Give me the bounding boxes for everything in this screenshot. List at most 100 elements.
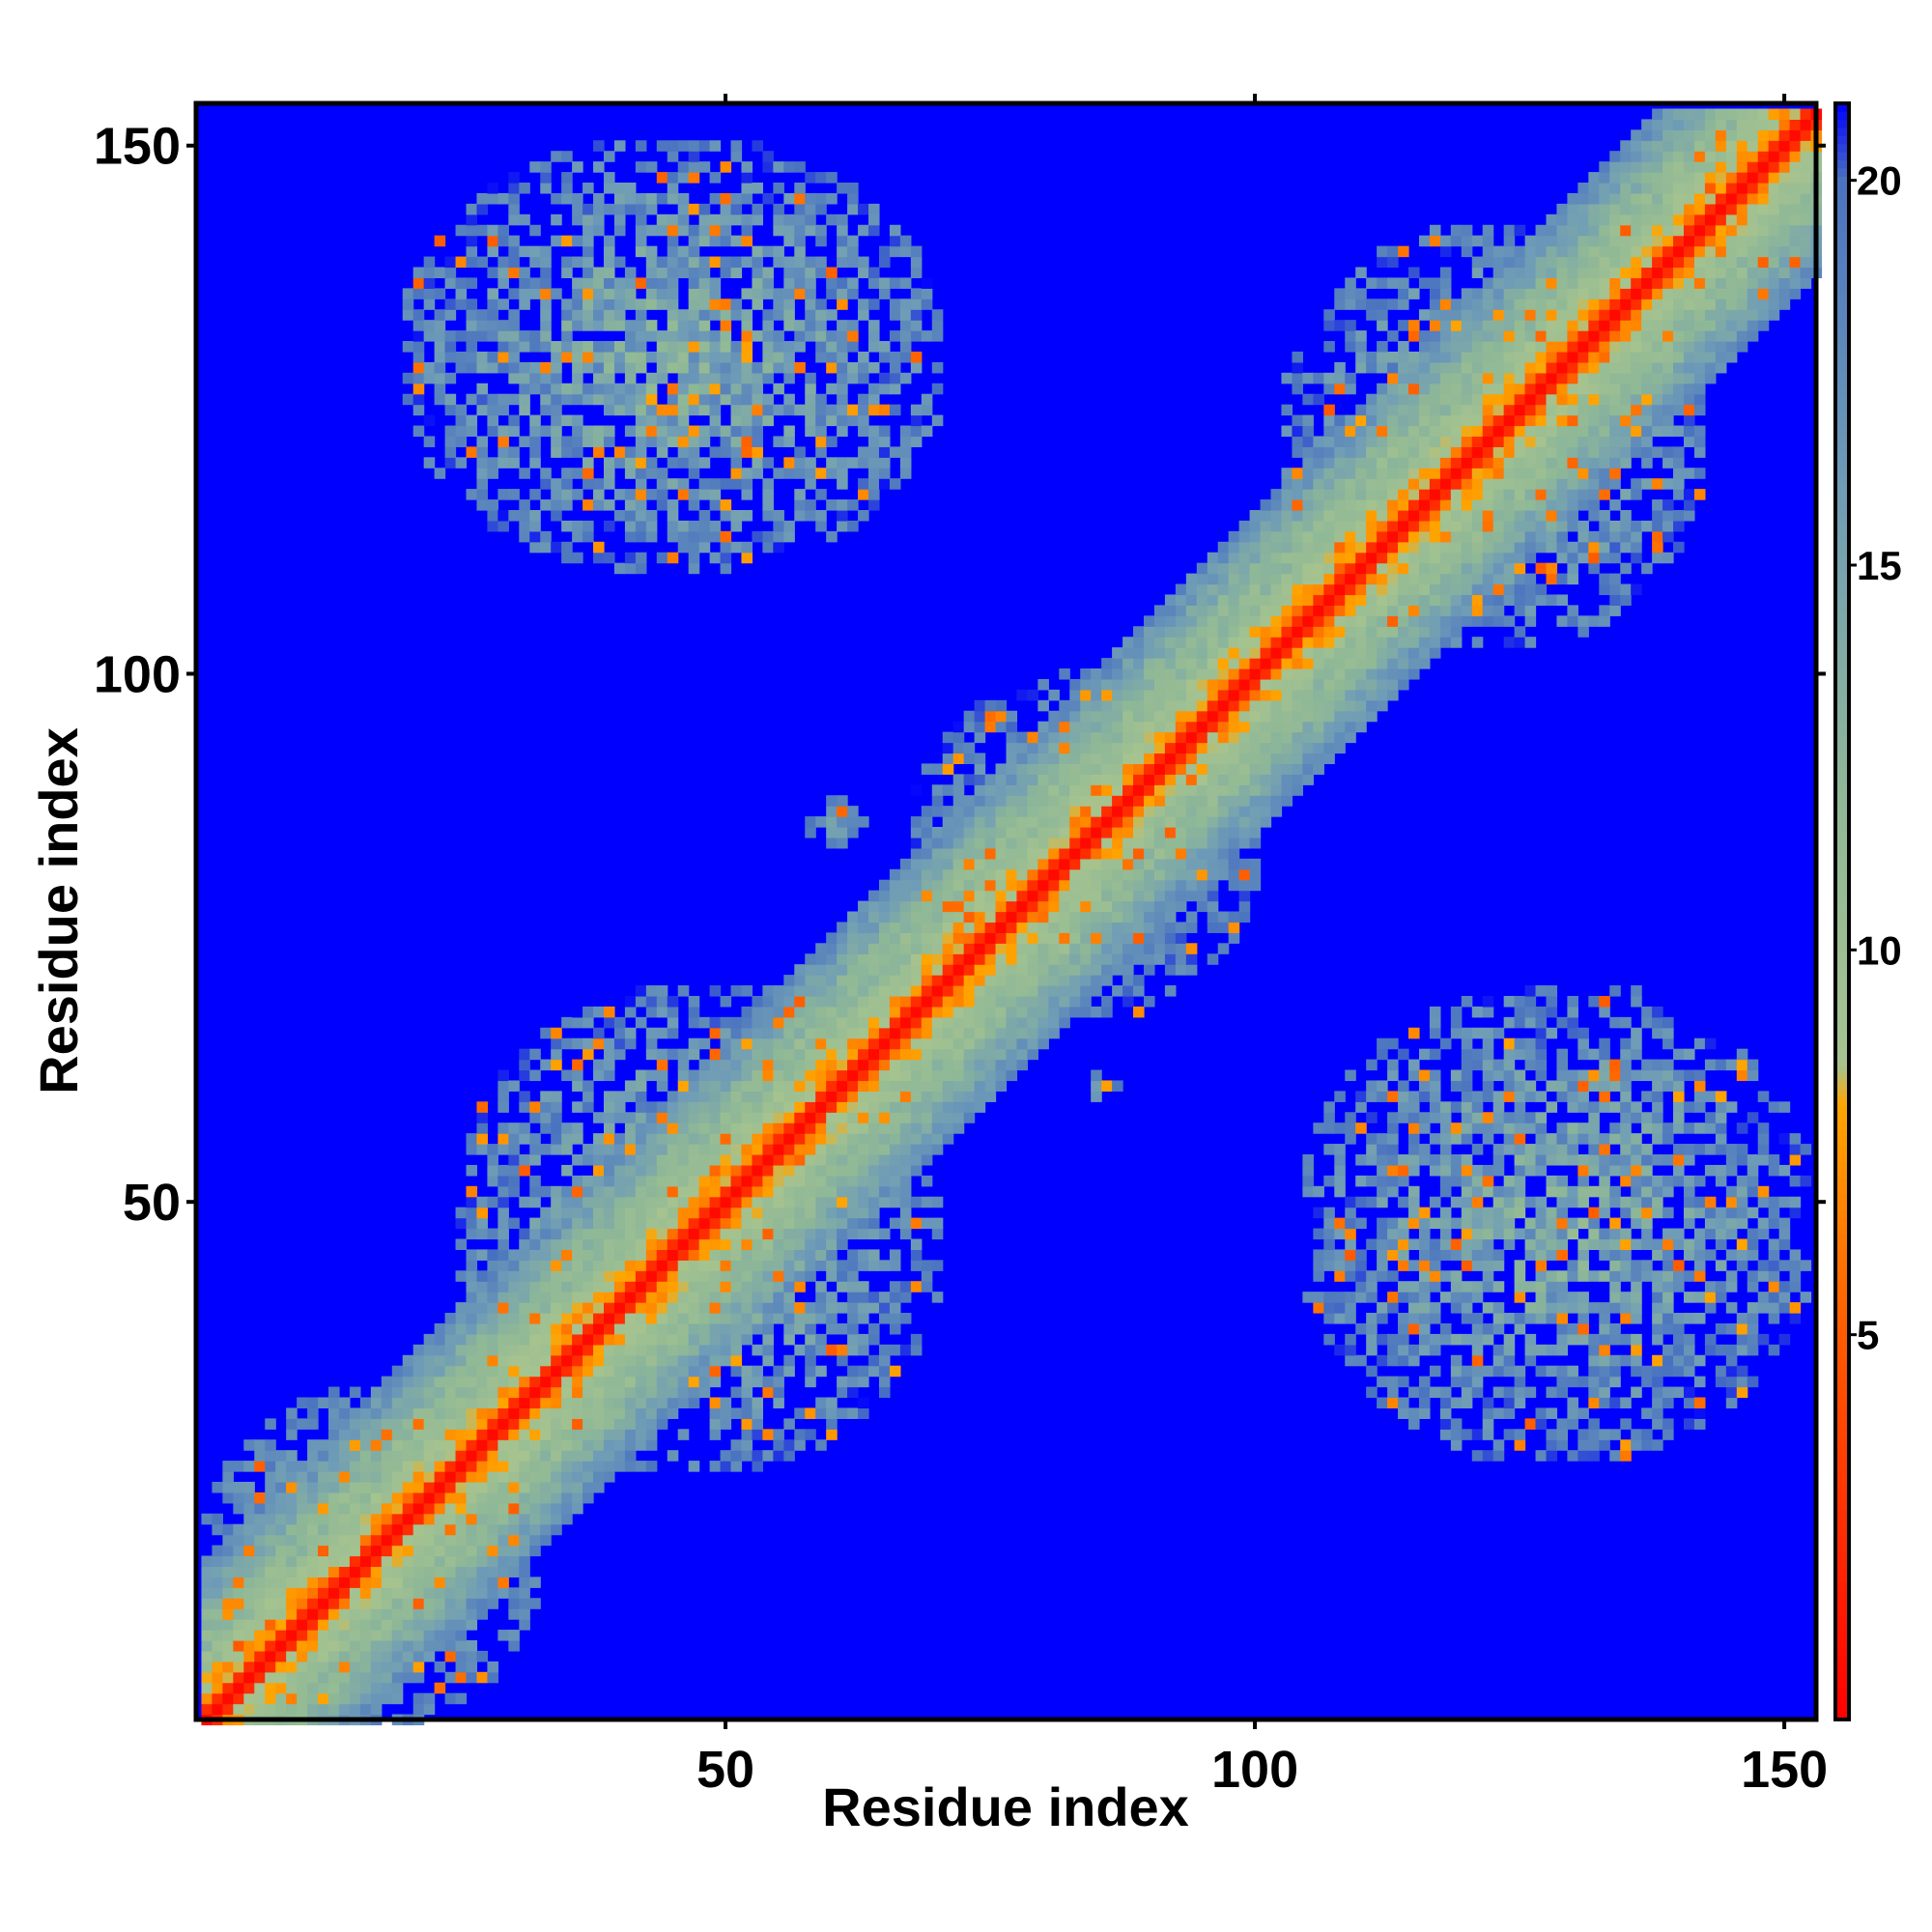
- heatmap-cell: [540, 1376, 552, 1388]
- heatmap-cell: [233, 1703, 244, 1716]
- heatmap-cell: [773, 1397, 784, 1409]
- heatmap-cell: [645, 1175, 658, 1187]
- heatmap-cell: [868, 1365, 880, 1378]
- heatmap-cell: [434, 1545, 446, 1557]
- heatmap-cell: [1101, 699, 1113, 712]
- heatmap-cell: [1048, 806, 1060, 817]
- heatmap-cell: [1313, 1270, 1324, 1282]
- heatmap-cell: [328, 1545, 340, 1557]
- heatmap-cell: [1006, 879, 1018, 892]
- heatmap-cell: [508, 509, 520, 522]
- heatmap-cell: [1270, 742, 1283, 754]
- heatmap-cell: [328, 1682, 340, 1694]
- heatmap-cell: [730, 1112, 743, 1123]
- heatmap-cell: [858, 995, 869, 1008]
- heatmap-cell: [995, 806, 1008, 817]
- heatmap-cell: [677, 1333, 690, 1346]
- heatmap-cell: [508, 1439, 520, 1451]
- heatmap-cell: [487, 309, 498, 321]
- heatmap-cell: [593, 552, 605, 564]
- heatmap-cell: [677, 1196, 690, 1208]
- heatmap-cell: [444, 330, 457, 342]
- heatmap-cell: [1006, 911, 1018, 923]
- heatmap-cell: [1238, 637, 1251, 648]
- heatmap-cell: [1133, 975, 1145, 986]
- heatmap-cell: [698, 1069, 711, 1082]
- heatmap-cell: [572, 1386, 583, 1399]
- heatmap-cell: [624, 1450, 637, 1462]
- heatmap-cell: [338, 1650, 351, 1662]
- heatmap-cell: [1302, 468, 1314, 479]
- heatmap-cell: [656, 361, 668, 374]
- heatmap-cell: [837, 816, 848, 828]
- heatmap-cell: [1217, 583, 1230, 596]
- heatmap-cell: [1281, 489, 1293, 500]
- heatmap-cell: [307, 1703, 319, 1716]
- heatmap-cell: [572, 1407, 583, 1419]
- heatmap-cell: [899, 1217, 912, 1230]
- heatmap-cell: [1207, 615, 1219, 627]
- heatmap-cell: [603, 1450, 615, 1462]
- heatmap-cell: [307, 1397, 319, 1409]
- heatmap-cell: [984, 858, 997, 870]
- heatmap-cell: [328, 1481, 340, 1493]
- heatmap-cell: [508, 1555, 520, 1568]
- heatmap-cell: [328, 1386, 340, 1399]
- heatmap-cell: [752, 213, 763, 226]
- heatmap-cell: [487, 1196, 498, 1208]
- heatmap-cell: [773, 351, 784, 363]
- heatmap-cell: [370, 1471, 383, 1483]
- heatmap-cell: [1101, 753, 1113, 765]
- heatmap-cell: [508, 1133, 520, 1145]
- heatmap-cell: [1153, 795, 1166, 807]
- heatmap-cell: [709, 478, 722, 490]
- heatmap-cell: [423, 1650, 436, 1662]
- heatmap-cell: [868, 213, 880, 226]
- heatmap-cell: [1185, 890, 1198, 902]
- heatmap-cell: [233, 1461, 244, 1472]
- heatmap-cell: [423, 1386, 436, 1399]
- heatmap-cell: [837, 298, 848, 310]
- heatmap-cell: [667, 1302, 679, 1314]
- heatmap-cell: [338, 1692, 351, 1705]
- heatmap-cell: [1091, 774, 1102, 785]
- heatmap-cell: [476, 1502, 489, 1515]
- heatmap-cell: [1080, 784, 1092, 796]
- heatmap-cell: [984, 964, 997, 976]
- heatmap-cell: [677, 1281, 690, 1293]
- heatmap-cell: [826, 330, 838, 342]
- heatmap-cell: [508, 414, 520, 427]
- heatmap-cell: [381, 1661, 393, 1673]
- heatmap-cell: [1016, 847, 1029, 860]
- heatmap-cell: [402, 1386, 414, 1399]
- heatmap-cell: [1164, 731, 1177, 744]
- heatmap-cell: [1006, 975, 1018, 986]
- heatmap-cell: [444, 425, 457, 438]
- heatmap-cell: [656, 256, 668, 269]
- heatmap-cell: [412, 1661, 425, 1673]
- heatmap-cell: [444, 1429, 457, 1440]
- heatmap-cell: [1238, 868, 1251, 881]
- heatmap-cell: [1281, 637, 1293, 648]
- heatmap-cell: [582, 256, 594, 269]
- heatmap-cell: [1175, 774, 1187, 785]
- heatmap-cell: [402, 1354, 414, 1367]
- heatmap-cell: [889, 1365, 901, 1378]
- heatmap-cell: [805, 1027, 816, 1039]
- heatmap-cell: [720, 1228, 732, 1240]
- heatmap-cell: [942, 784, 954, 796]
- heatmap-cell: [434, 267, 446, 279]
- heatmap-cell: [613, 140, 626, 152]
- heatmap-cell: [593, 1154, 605, 1166]
- heatmap-cell: [1091, 806, 1102, 817]
- heatmap-cell: [794, 361, 806, 374]
- heatmap-cell: [1302, 478, 1314, 490]
- heatmap-cell: [593, 203, 605, 215]
- heatmap-cell: [1175, 827, 1187, 838]
- heatmap-cell: [741, 446, 753, 458]
- heatmap-cell: [233, 1587, 244, 1599]
- heatmap-cell: [1185, 594, 1198, 606]
- heatmap-cell: [1059, 699, 1070, 712]
- heatmap-cell: [794, 1144, 806, 1155]
- heatmap-cell: [593, 541, 605, 554]
